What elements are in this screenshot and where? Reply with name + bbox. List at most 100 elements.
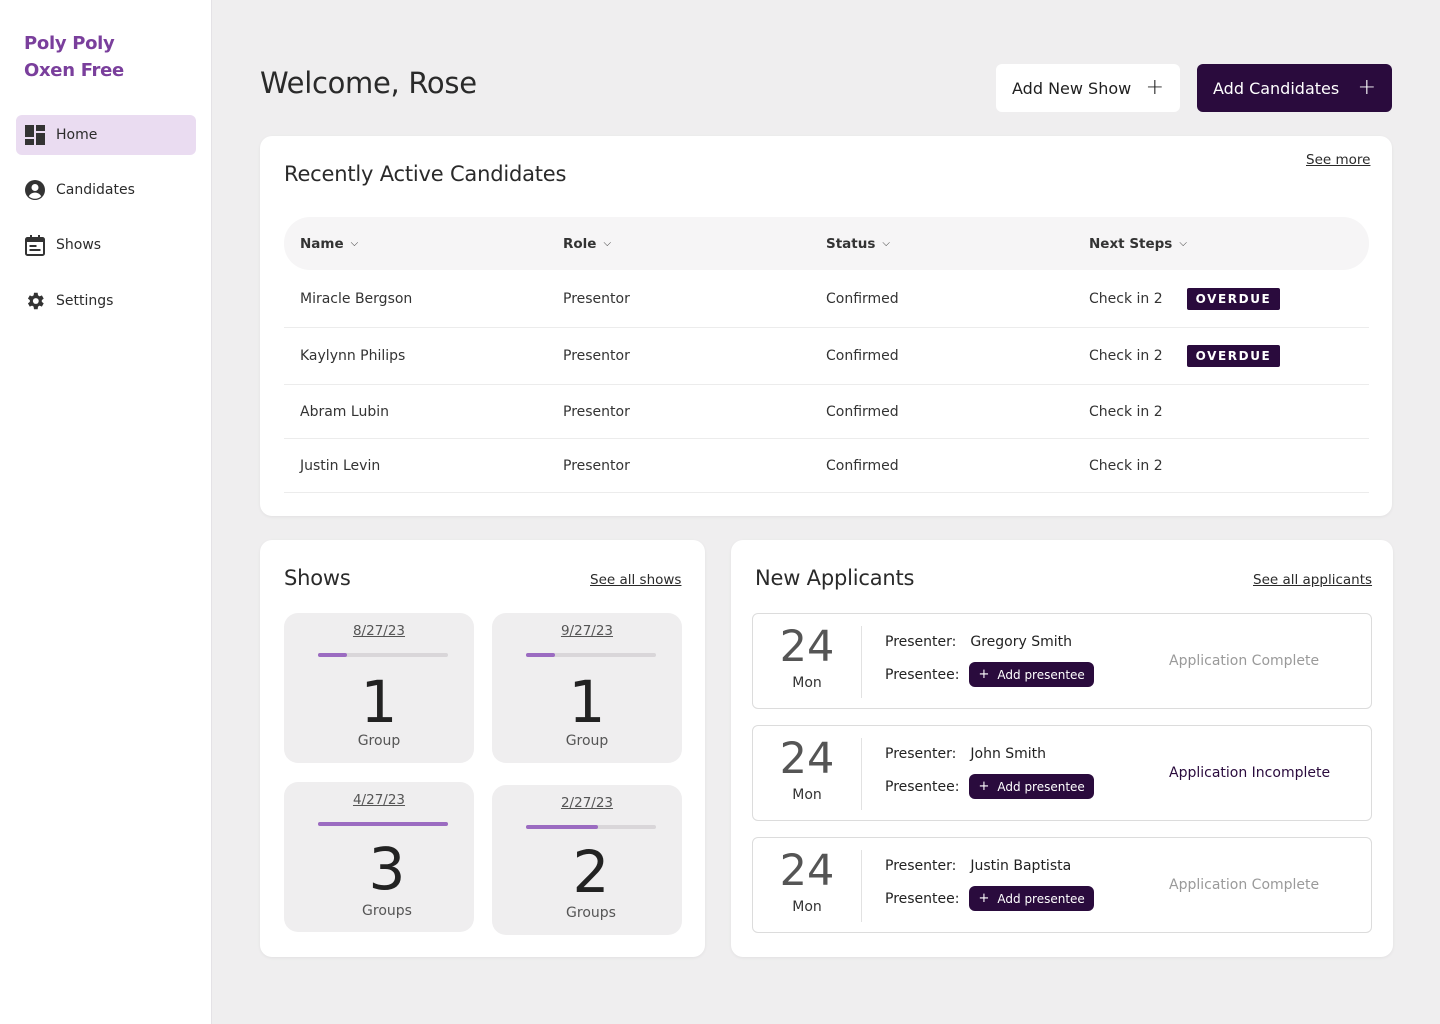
account-circle-icon [24,179,46,201]
sidebar-item-candidates[interactable]: Candidates [16,170,196,210]
show-tile[interactable]: 4/27/23 3 Groups [284,782,474,932]
divider [861,850,862,922]
add-new-show-button[interactable]: Add New Show + [996,64,1180,112]
chevron-down-icon: ⌵ [1179,238,1187,249]
sidebar-item-label: Settings [56,293,114,309]
plus-icon: + [978,667,990,682]
column-header-name[interactable]: Name ⌵ [300,235,359,252]
cell-name: Abram Lubin [300,403,389,420]
show-date: 8/27/23 [352,623,406,639]
show-progress-bar [318,822,448,826]
cell-role: Presentor [563,348,630,364]
table-row[interactable]: Abram Lubin Presentor Confirmed Check in… [284,385,1369,439]
cell-name: Miracle Bergson [300,290,413,307]
applicant-day: 24 [779,734,835,784]
add-presentee-button[interactable]: + Add presentee [969,774,1094,799]
new-applicants-card: New Applicants See all applicants 24 Mon… [731,540,1393,957]
show-tile[interactable]: 9/27/23 1 Group [492,613,682,763]
chevron-down-icon: ⌵ [603,238,612,249]
column-header-role[interactable]: Role ⌵ [563,235,612,252]
see-all-applicants-link[interactable]: See all applicants [1253,572,1373,588]
presentee-row: Presentee: + Add presentee [885,886,1094,911]
applicant-weekday: Mon [792,787,822,803]
table-row[interactable]: Justin Levin Presentor Confirmed Check i… [284,439,1369,493]
presenter-row: Presenter: John Smith [885,746,1047,762]
sidebar-item-label: Candidates [56,182,135,198]
sidebar: Poly Poly Oxen Free Home Candidates Show… [0,0,212,1024]
sidebar-item-label: Home [56,127,98,143]
cell-role: Presentor [563,403,630,420]
show-group-count: 1 [568,668,606,736]
show-progress-fill [318,822,448,826]
table-row[interactable]: Miracle Bergson Presentor Confirmed Chec… [284,270,1369,328]
show-group-label: Groups [566,905,616,921]
cell-status: Confirmed [826,457,899,474]
cell-name: Kaylynn Philips [300,348,406,364]
gear-icon [24,290,46,312]
cell-role: Presentor [563,457,630,474]
sidebar-item-home[interactable]: Home [16,115,196,155]
see-more-link[interactable]: See more [1306,152,1371,168]
applicant-weekday: Mon [792,675,822,691]
application-status: Application Complete [1169,877,1320,893]
show-progress-fill [526,825,598,829]
show-group-label: Group [565,733,609,749]
presentee-row: Presentee: + Add presentee [885,774,1094,799]
sidebar-item-label: Shows [56,237,102,253]
cell-next-steps: Check in 2 OVERDUE [1089,328,1281,384]
chevron-down-icon: ⌵ [350,238,359,249]
show-tile[interactable]: 2/27/23 2 Groups [492,785,682,935]
plus-icon: + [978,891,990,906]
calendar-icon [24,234,46,256]
brand-line-2: Oxen Free [24,60,124,81]
show-group-label: Groups [362,903,412,919]
brand-logo[interactable]: Poly Poly Oxen Free [24,30,124,84]
card-title: Shows [284,566,351,590]
show-group-count: 1 [360,668,398,736]
applicant-weekday: Mon [792,899,822,915]
show-progress-fill [318,653,347,657]
cell-role: Presentor [563,290,630,307]
add-new-show-label: Add New Show [1012,78,1132,98]
show-date: 9/27/23 [560,623,614,639]
dashboard-icon [24,124,46,146]
plus-icon: + [978,779,990,794]
show-group-count: 2 [572,838,610,906]
show-tile[interactable]: 8/27/23 1 Group [284,613,474,763]
cell-status: Confirmed [826,290,899,307]
add-presentee-button[interactable]: + Add presentee [969,662,1094,687]
column-header-status[interactable]: Status ⌵ [826,235,890,252]
show-group-label: Group [357,733,401,749]
add-candidates-label: Add Candidates [1213,78,1340,98]
see-all-shows-link[interactable]: See all shows [590,572,682,588]
show-progress-bar [526,825,656,829]
show-date: 4/27/23 [352,792,406,808]
chevron-down-icon: ⌵ [882,238,890,249]
sidebar-item-shows[interactable]: Shows [16,225,196,265]
cell-status: Confirmed [826,348,899,364]
presentee-row: Presentee: + Add presentee [885,662,1094,687]
show-progress-bar [318,653,448,657]
presenter-row: Presenter: Justin Baptista [885,858,1072,874]
table-row[interactable]: Kaylynn Philips Presentor Confirmed Chec… [284,328,1369,385]
card-title: New Applicants [755,566,915,590]
applicant-card[interactable]: 24 Mon Presenter: John Smith Presentee: + A… [752,725,1372,821]
overdue-badge: OVERDUE [1186,287,1281,310]
sidebar-item-settings[interactable]: Settings [16,281,196,321]
cell-next-steps: Check in 2 [1089,457,1163,474]
cell-next-steps: Check in 2 OVERDUE [1089,270,1281,327]
cell-next-steps: Check in 2 [1089,403,1163,420]
overdue-badge: OVERDUE [1186,345,1281,367]
page-title: Welcome, Rose [260,66,477,100]
card-title: Recently Active Candidates [284,162,567,186]
column-header-next-steps[interactable]: Next Steps ⌵ [1089,235,1187,252]
show-group-count: 3 [368,835,406,903]
applicant-card[interactable]: 24 Mon Presenter: Justin Baptista Present… [752,837,1372,933]
add-presentee-button[interactable]: + Add presentee [969,886,1094,911]
applicant-card[interactable]: 24 Mon Presenter: Gregory Smith Presentee… [752,613,1372,709]
presenter-name: Justin Baptista [970,858,1072,874]
table-header: Name ⌵ Role ⌵ Status ⌵ Next Steps ⌵ [284,217,1369,270]
add-candidates-button[interactable]: Add Candidates + [1197,64,1392,112]
show-progress-bar [526,653,656,657]
brand-line-1: Poly Poly [24,33,115,54]
